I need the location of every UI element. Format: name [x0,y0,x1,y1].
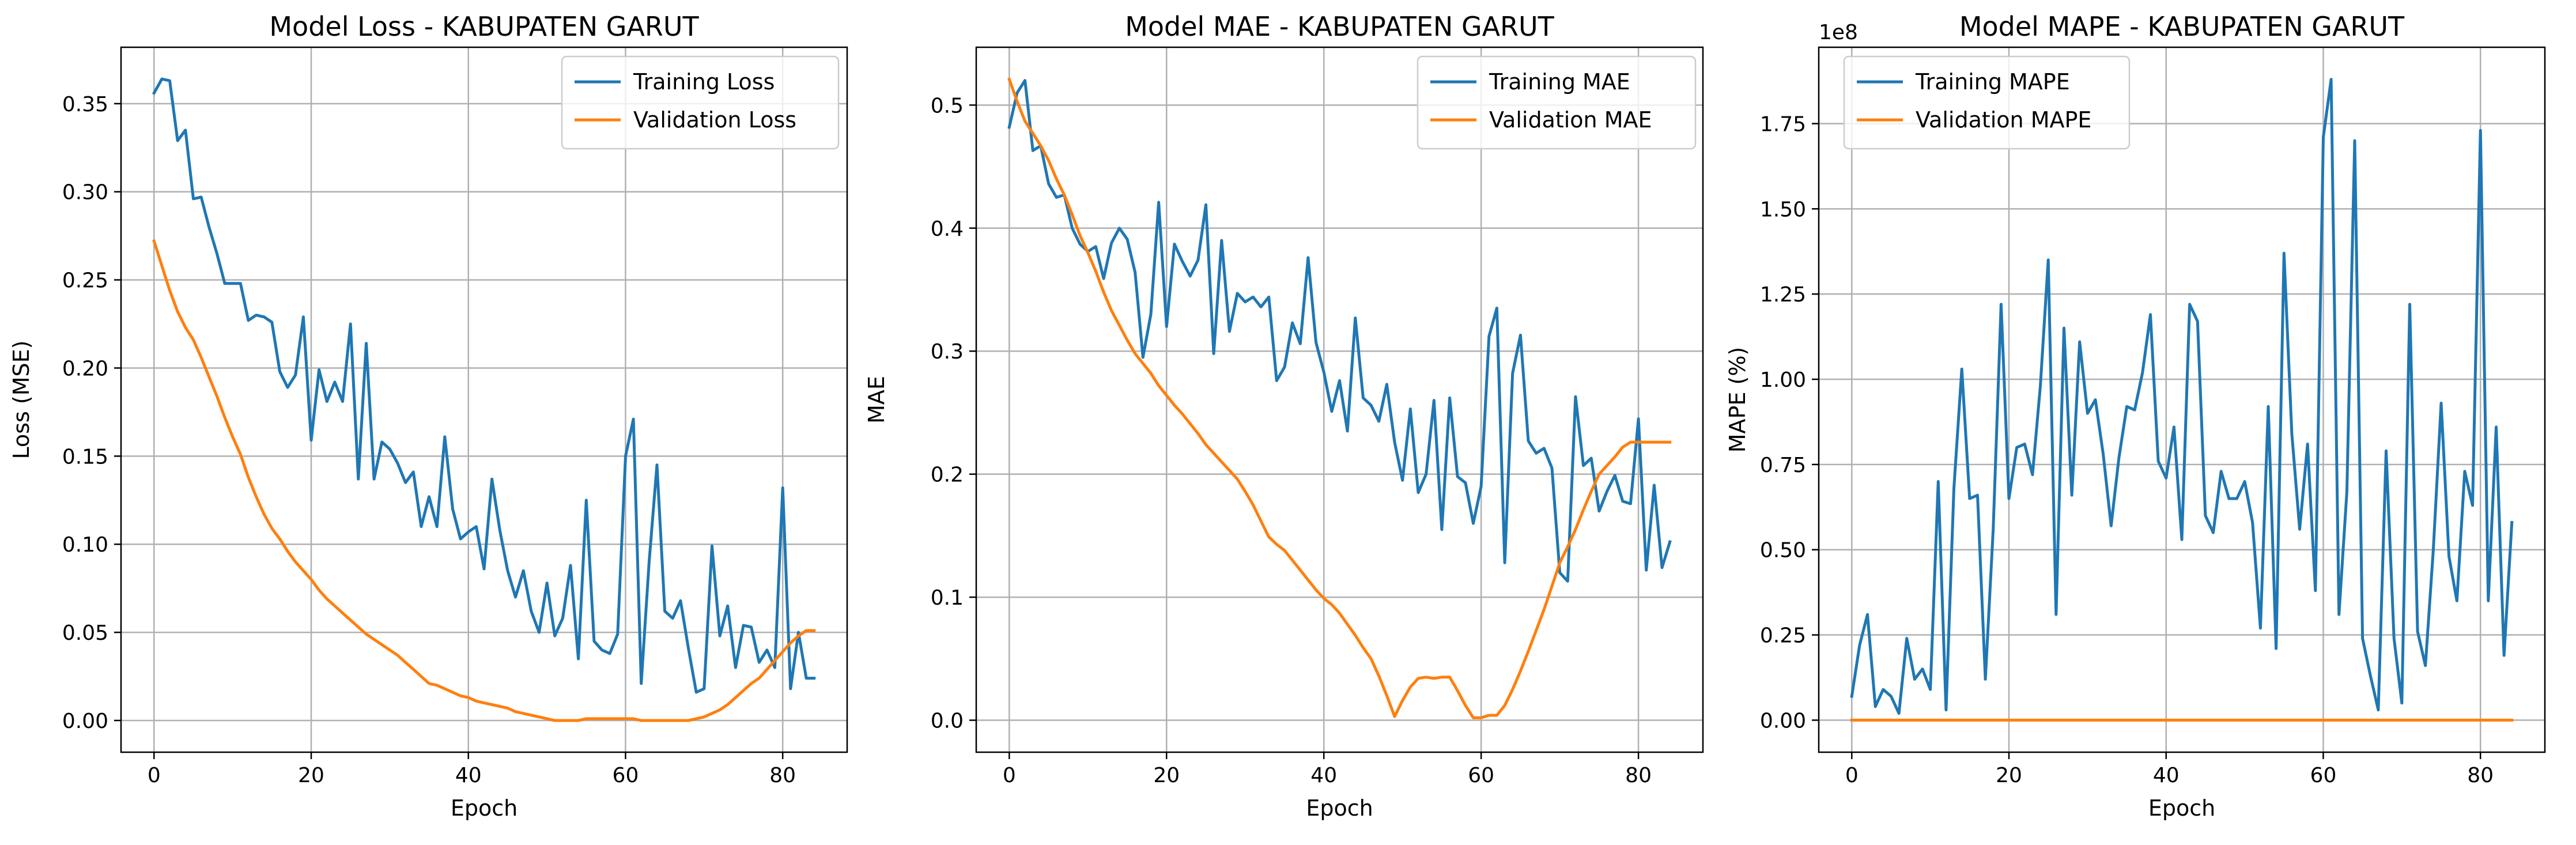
y-axis-label: MAE [864,376,889,424]
x-tick-label: 20 [1996,764,2022,787]
x-tick-label: 60 [613,764,639,787]
legend: Training MAE Validation MAE [1417,55,1697,150]
panel-mae: 0 20 40 60 80 0.0 0.1 0.2 0.3 0.4 0.5 Model MAE - K… [864,11,1704,821]
panel-loss: 0 20 40 60 80 0.00 0.05 0.10 0.15 0.20 0.25 0.30 0.3… [9,11,848,821]
y-tick-label: 0.05 [62,621,108,645]
series-line-validation [1007,77,1672,719]
x-tick-label: 0 [1003,764,1016,787]
x-tick-label: 20 [1153,764,1180,787]
x-tick-label: 80 [2467,764,2494,787]
y-tick-label: 0.10 [62,533,108,557]
y-tick-label: 0.00 [62,710,108,733]
y-tick-label: 1.75 [1760,112,1806,136]
y-tick-label: 1.50 [1760,198,1806,221]
legend-label: Training MAPE [1915,69,2070,95]
y-tick-label: 1.00 [1760,368,1806,392]
x-axis-label: Epoch [1306,795,1373,821]
x-axis-label: Epoch [2148,795,2215,821]
x-tick-label: 60 [1468,764,1494,787]
y-tick-label: 0.50 [1760,539,1806,563]
legend-box [1417,55,1697,150]
x-tick-label: 40 [2153,764,2180,787]
chart-title: Model Loss - KABUPATEN GARUT [269,11,699,42]
series-line-training [152,77,816,694]
x-tick-label: 0 [1845,764,1859,787]
legend-label: Validation MAPE [1916,107,2091,133]
x-tick-label: 80 [1625,764,1652,787]
y-tick-label: 0.2 [931,463,964,487]
x-tick-label: 80 [769,764,796,787]
y-tick-label: 0.3 [931,340,964,364]
plot-frame [1818,46,2546,753]
x-tick-label: 40 [455,764,482,787]
plot-frame [975,46,1704,753]
legend: Training MAPE Validation MAPE [1843,55,2131,150]
y-tick-label: 0.75 [1760,454,1806,477]
x-tick-label: 0 [148,764,161,787]
series-line-training [1850,78,2514,715]
x-tick-label: 40 [1310,764,1337,787]
legend-box [561,55,840,150]
legend-label: Validation Loss [633,107,796,133]
series-line-validation [152,239,816,722]
legend: Training Loss Validation Loss [561,55,840,150]
y-axis-label: MAPE (%) [1725,347,1750,453]
panel-mape: 0 20 40 60 80 0.00 0.25 0.50 0.75 1.00 1.25 1.50 1.7… [1725,11,2546,821]
y-tick-label: 0.25 [1760,624,1806,648]
legend-box [1843,55,2131,150]
x-tick-label: 60 [2310,764,2337,787]
chart-title: Model MAPE - KABUPATEN GARUT [1959,11,2405,42]
x-axis-label: Epoch [451,795,518,821]
y-tick-label: 0.4 [931,217,964,241]
legend-label: Training MAE [1489,69,1630,95]
legend-label: Validation MAE [1489,107,1652,133]
plot-frame [120,46,848,753]
y-tick-label: 0.20 [62,357,108,380]
y-tick-label: 0.35 [62,93,108,116]
y-tick-label: 0.00 [1760,709,1806,733]
y-tick-label: 0.30 [62,181,108,205]
y-tick-label: 0.5 [931,94,964,118]
chart-title: Model MAE - KABUPATEN GARUT [1125,11,1554,42]
y-tick-label: 0.0 [931,710,964,733]
y-tick-label: 0.1 [931,586,964,610]
series-line-training [1007,79,1672,583]
legend-label: Training Loss [633,69,775,95]
y-tick-label: 0.15 [62,445,108,469]
y-axis-label: Loss (MSE) [9,341,34,459]
y-tick-label: 1.25 [1760,283,1806,307]
y-tick-label: 0.25 [62,269,108,293]
x-tick-label: 20 [298,764,324,787]
y-scale-label: 1e8 [1819,21,1858,44]
